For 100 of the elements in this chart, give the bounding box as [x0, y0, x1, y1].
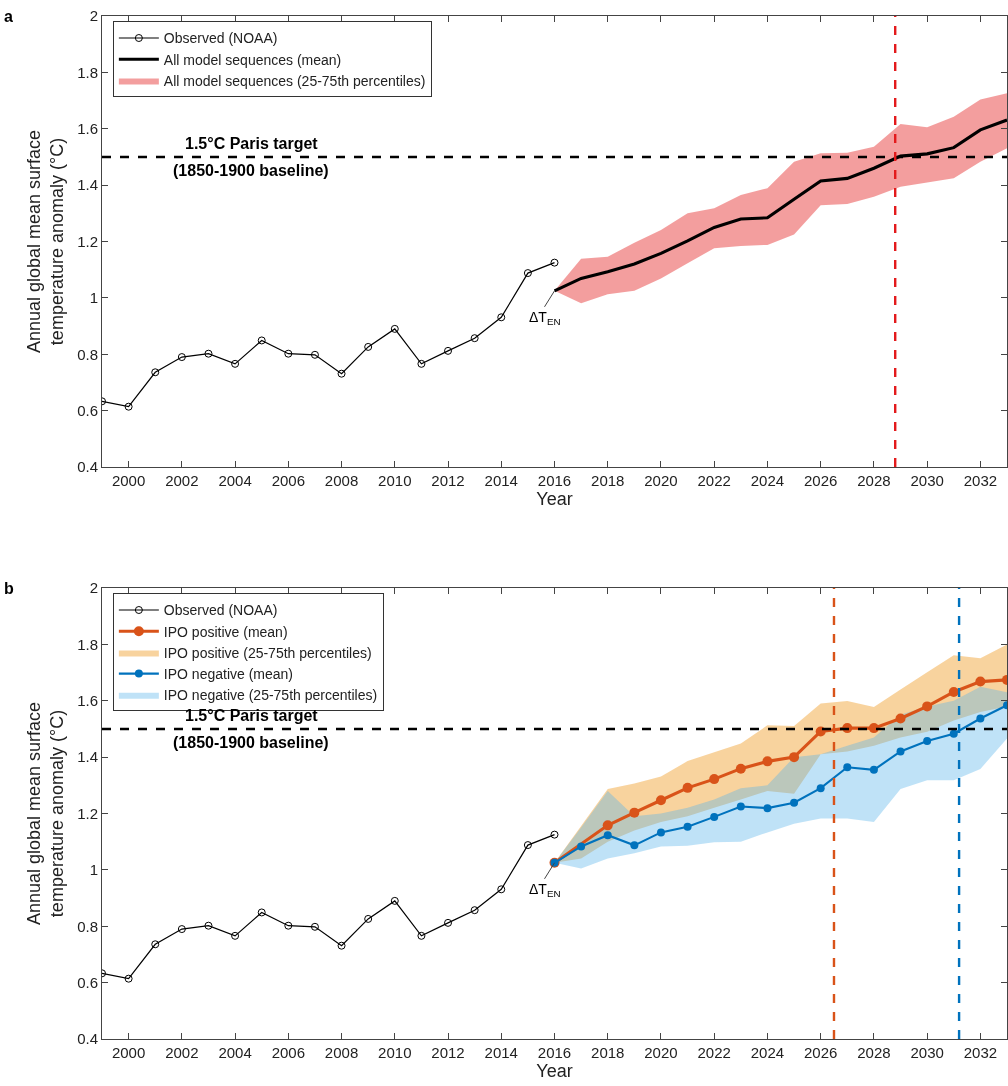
y-axis-title: Annual global mean surface temperature anomaly (°C)	[23, 701, 68, 926]
point	[364, 342, 373, 351]
x-tick-label: 2002	[165, 1044, 199, 1061]
annotation: ΔT$_{EN}$	[529, 309, 561, 327]
text: a	[4, 8, 13, 25]
point	[151, 368, 160, 377]
point	[390, 324, 399, 333]
point	[231, 931, 240, 940]
annotation: ΔT$_{EN}$	[529, 881, 561, 899]
x-tick-label: 2018	[591, 1044, 625, 1061]
point	[284, 349, 293, 358]
legend-label: IPO positive (25-75th percentiles)	[163, 644, 372, 661]
point	[868, 723, 879, 734]
x-tick-label: 2002	[165, 472, 199, 489]
point	[577, 842, 586, 851]
point	[257, 908, 266, 917]
x-tick-label: 2026	[803, 1044, 838, 1061]
y-tick-label: 2	[89, 579, 98, 597]
text: b	[4, 580, 14, 597]
point	[497, 885, 506, 894]
x-tick-label: 2016	[537, 472, 572, 489]
x-tick-label: 2006	[271, 1044, 306, 1061]
point	[655, 795, 666, 806]
point	[231, 359, 240, 368]
x-tick-label: 2030	[910, 472, 944, 489]
point	[204, 349, 213, 358]
point	[816, 784, 825, 793]
point	[922, 701, 933, 712]
legend-label: Observed (NOAA)	[163, 602, 278, 619]
point	[629, 807, 640, 818]
point	[762, 756, 773, 767]
x-tick-label: 2010	[378, 472, 412, 489]
y-tick-label: 1.8	[77, 635, 98, 653]
point	[710, 812, 719, 821]
point	[151, 940, 160, 949]
point	[470, 334, 479, 343]
legend-label: Observed (NOAA)	[163, 30, 278, 47]
y-axis-title: Annual global mean surface temperature anomaly (°C)	[23, 129, 68, 354]
point	[709, 774, 720, 785]
point	[124, 402, 133, 411]
x-tick-label: 2014	[484, 1044, 518, 1061]
point	[444, 346, 453, 355]
y-tick-label: 1.8	[77, 63, 98, 81]
point	[417, 931, 426, 940]
legend-label: All model sequences (mean)	[163, 51, 342, 68]
point	[204, 921, 213, 930]
legend-label: IPO positive (mean)	[163, 623, 288, 640]
point	[177, 925, 186, 934]
x-tick-label: 2006	[271, 472, 306, 489]
point	[789, 752, 800, 763]
point	[869, 765, 878, 774]
y-tick-label: 1.2	[77, 232, 98, 250]
point	[523, 269, 532, 278]
x-tick-label: 2028	[857, 1044, 891, 1061]
point	[975, 676, 986, 687]
point	[310, 350, 319, 359]
x-tick-label: 2016	[537, 1044, 572, 1061]
y-tick-label: 0.6	[77, 401, 98, 419]
point	[895, 713, 906, 724]
point	[603, 831, 612, 840]
x-tick-label: 2024	[750, 472, 785, 489]
x-tick-label: 2008	[324, 1044, 359, 1061]
point	[683, 822, 692, 831]
point	[124, 974, 133, 983]
x-tick-label: 2026	[803, 472, 838, 489]
x-tick-label: 2012	[431, 472, 465, 489]
point	[949, 729, 958, 738]
point	[630, 841, 639, 850]
point	[948, 687, 959, 698]
x-tick-label: 2004	[218, 472, 252, 489]
y-tick-label: 1.4	[77, 176, 98, 194]
point	[523, 841, 532, 850]
point	[310, 922, 319, 931]
x-tick-label: 2010	[378, 1044, 412, 1061]
y-tick-label: 1.6	[77, 120, 98, 137]
point	[364, 914, 373, 923]
x-tick-label: 2008	[324, 472, 359, 489]
point	[736, 802, 745, 811]
x-tick-label: 2030	[910, 1044, 944, 1061]
y-tick-label: 2	[89, 7, 98, 25]
point	[602, 820, 613, 831]
y-tick-label: 1	[89, 289, 98, 307]
point	[337, 369, 346, 378]
point	[550, 830, 559, 839]
x-tick-label: 2022	[697, 1044, 731, 1061]
x-tick-label: 2014	[484, 472, 518, 489]
x-tick-label: 2032	[963, 472, 998, 489]
y-tick-label: 0.8	[77, 917, 98, 935]
y-tick-label: 1.2	[77, 804, 98, 822]
x-tick-label: 2032	[963, 1044, 998, 1061]
legend-label: All model sequences (25-75th percentiles)	[163, 72, 426, 89]
point	[682, 782, 693, 793]
x-tick-label: 2012	[431, 1044, 465, 1061]
point	[390, 896, 399, 905]
y-tick-label: 0.4	[77, 1030, 98, 1048]
ref-line-label: 1.5°C Paris target (1850-1900 baseline)	[173, 707, 329, 751]
point	[896, 747, 905, 756]
legend-label: IPO negative (25-75th percentiles)	[163, 687, 378, 704]
point	[656, 828, 665, 837]
point	[550, 258, 559, 267]
